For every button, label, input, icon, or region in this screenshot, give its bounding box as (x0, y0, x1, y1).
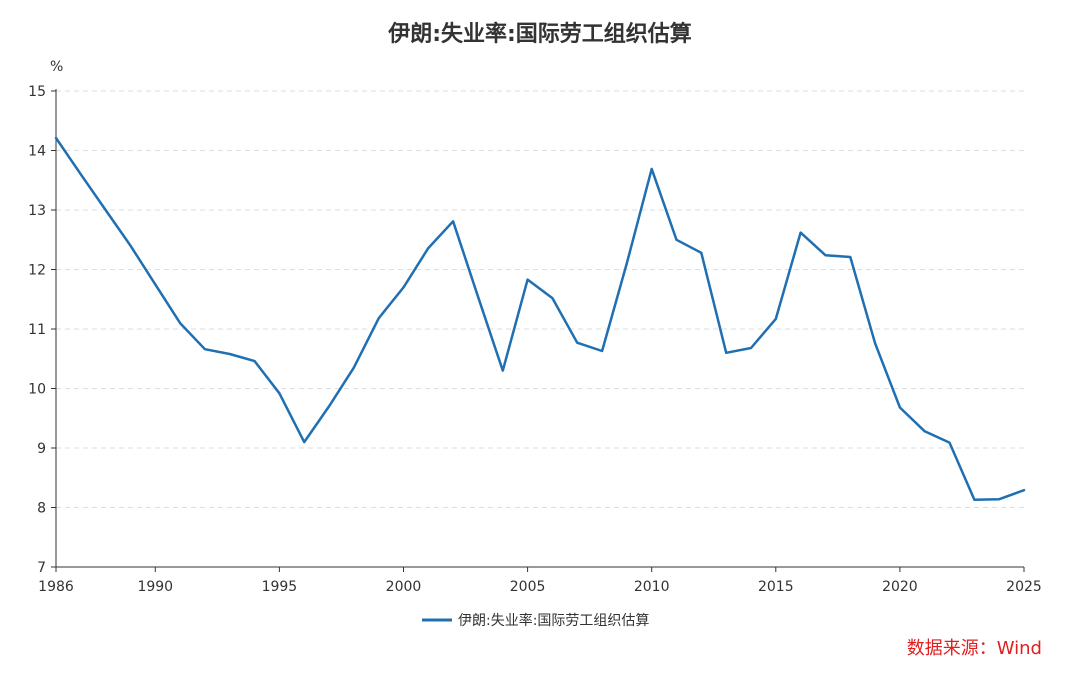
x-tick-label: 1990 (137, 579, 173, 595)
source-note: 数据来源：Wind (906, 638, 1042, 659)
series-lines (54, 136, 1026, 502)
x-tick-label: 2000 (386, 579, 422, 595)
y-tick-label: 9 (37, 441, 46, 457)
y-tick-label: 11 (28, 322, 46, 338)
x-tick-label: 1995 (262, 579, 298, 595)
y-tick-label: 15 (28, 84, 46, 100)
legend-label: 伊朗:失业率:国际劳工组织估算 (458, 612, 649, 629)
grid-lines (56, 90, 1024, 508)
y-axis-unit-label: % (50, 59, 63, 75)
axes (51, 89, 1025, 572)
tick-labels: 7 8 9 10 11 12 13 14 15 1986 1990 1995 2000 2005 2010 2… (28, 84, 1042, 595)
x-tick-label: 2020 (882, 579, 918, 595)
x-tick-label: 2025 (1006, 579, 1042, 595)
x-tick-label: 2005 (510, 579, 546, 595)
x-tick-label: 1986 (38, 579, 74, 595)
chart-title: 伊朗:失业率:国际劳工组织估算 (388, 22, 692, 47)
y-tick-label: 12 (28, 263, 46, 279)
y-tick-label: 7 (37, 560, 46, 576)
legend[interactable]: 伊朗:失业率:国际劳工组织估算 (422, 612, 649, 629)
series-line[interactable] (54, 136, 1026, 502)
x-tick-label: 2015 (758, 579, 794, 595)
y-tick-label: 8 (37, 501, 46, 517)
y-tick-label: 13 (28, 203, 46, 219)
x-tick-label: 2010 (634, 579, 670, 595)
y-tick-label: 14 (28, 144, 46, 160)
y-tick-label: 10 (28, 382, 46, 398)
